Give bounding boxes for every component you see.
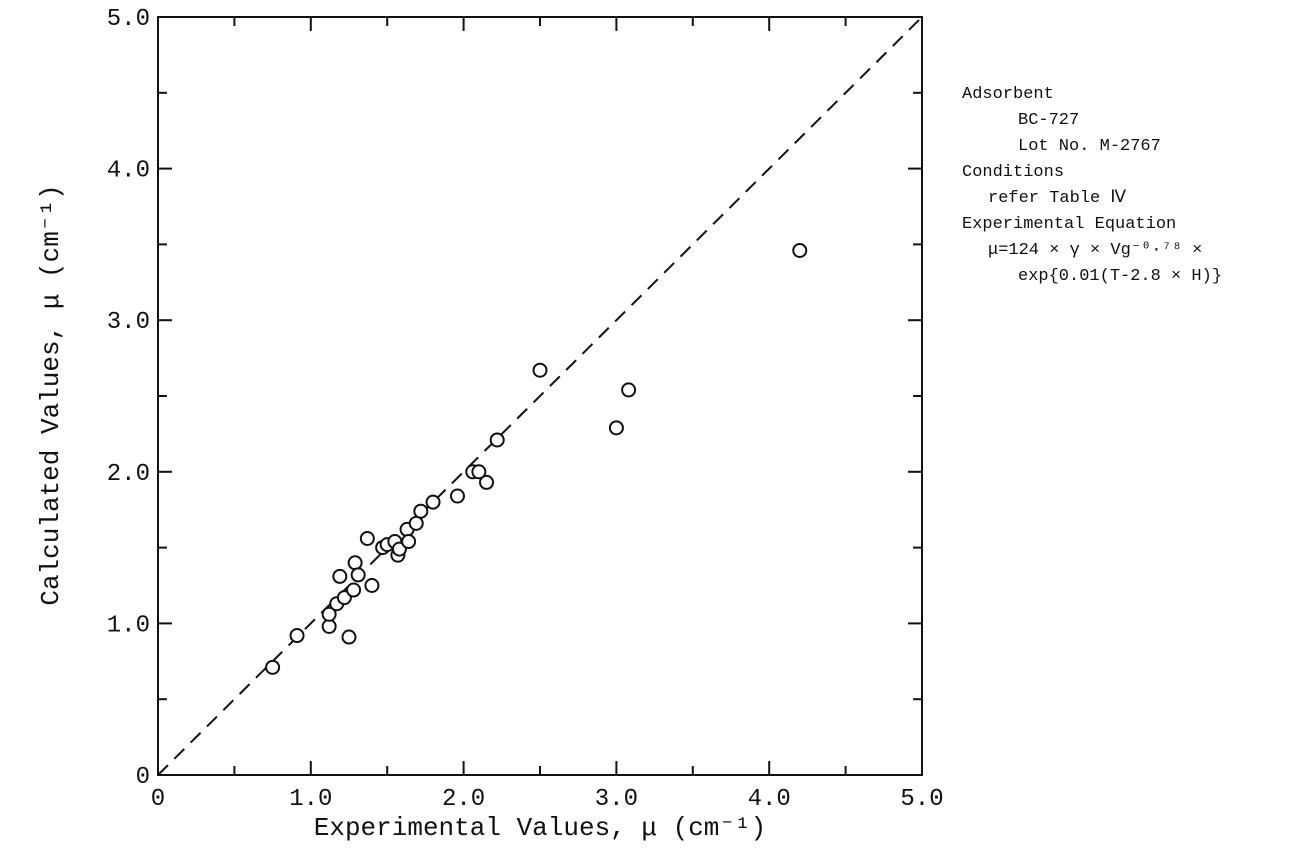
- data-point: [321, 618, 337, 634]
- reference-line-dashed: [157, 16, 923, 776]
- annotation-line: Conditions: [962, 163, 1065, 182]
- x-tick-label: 1.0: [289, 786, 332, 813]
- annotation-line: refer Table Ⅳ: [988, 189, 1127, 208]
- x-tick-label: 2.0: [442, 786, 485, 813]
- data-point: [408, 515, 424, 531]
- y-tick-label: 5.0: [107, 6, 150, 33]
- data-point: [471, 464, 487, 480]
- data-point: [289, 628, 305, 644]
- data-point: [359, 531, 375, 547]
- data-point: [401, 534, 417, 550]
- annotation-box: Adsorbent BC-727 Lot No. M-2767 Conditions r…: [962, 82, 1292, 290]
- data-point: [265, 659, 281, 675]
- data-point: [608, 420, 624, 436]
- annotation-line: μ=124 × γ × Vg⁻⁰·⁷⁸ ×: [988, 241, 1203, 260]
- y-tick-label: 4.0: [107, 158, 150, 185]
- data-point: [792, 242, 808, 258]
- x-tick-label: 3.0: [595, 786, 638, 813]
- y-tick-label: 1.0: [107, 612, 150, 639]
- y-axis-title: Calculated Values, μ (cm⁻¹): [36, 184, 66, 605]
- y-tick-label: 3.0: [107, 309, 150, 336]
- tick-labels-layer: 0 1.0 2.0 3.0 4.0 5.0 0 1.0 2.0 3.0 4.0 5.0: [107, 6, 944, 813]
- data-point: [479, 474, 495, 490]
- data-point: [346, 582, 362, 598]
- data-point: [489, 432, 505, 448]
- x-tick-label: 0: [151, 786, 165, 813]
- data-point: [332, 568, 348, 584]
- data-point: [449, 488, 465, 504]
- data-points-layer: [265, 242, 808, 675]
- annotation-line: Adsorbent: [962, 85, 1054, 104]
- data-point: [341, 629, 357, 645]
- data-point: [347, 555, 363, 571]
- annotation-line: BC-727: [1018, 111, 1080, 130]
- x-tick-label: 5.0: [900, 786, 943, 813]
- annotation-line: Lot No. M-2767: [1018, 137, 1161, 156]
- axes-layer: [157, 16, 923, 776]
- reference-line-layer: [157, 16, 923, 776]
- data-point: [532, 362, 548, 378]
- data-point: [364, 578, 380, 593]
- annotation-line: Experimental Equation: [962, 215, 1177, 234]
- x-tick-label: 4.0: [748, 786, 791, 813]
- data-point: [321, 606, 337, 622]
- x-axis-title: Experimental Values, μ (cm⁻¹): [314, 813, 767, 843]
- annotation-line: exp{0.01(T-2.8 × H)}: [1018, 267, 1223, 286]
- y-tick-label: 2.0: [107, 461, 150, 488]
- data-point: [425, 494, 441, 510]
- data-point: [621, 382, 637, 398]
- data-point: [413, 503, 429, 519]
- y-tick-label: 0: [136, 764, 150, 791]
- data-point: [350, 567, 366, 583]
